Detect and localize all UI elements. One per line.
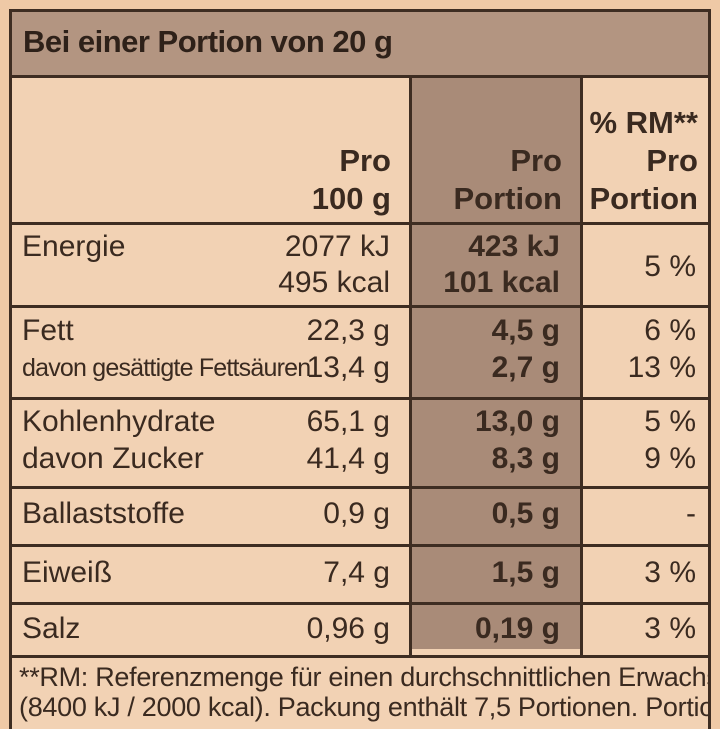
header-per100-line1: Pro [339, 143, 391, 178]
label-energie: Energie [22, 230, 126, 263]
label-zucker: davon Zucker [22, 442, 204, 475]
kohlenhydrate-portion: 13,0 g [474, 405, 560, 438]
label-kohlenhydrate: Kohlenhydrate [22, 405, 216, 438]
fettsaeuren-rm: 13 % [627, 351, 696, 384]
divider-header [12, 222, 708, 225]
footnote-line2: (8400 kJ / 2000 kcal). Packung enthält 7… [19, 692, 711, 722]
header-portion-line2: Portion [453, 181, 563, 216]
header-portion-line1: Pro [510, 143, 562, 178]
fett-per100: 22,3 g [306, 314, 390, 347]
salz-portion: 0,19 g [474, 612, 560, 645]
header-rm-line1: % RM** [589, 105, 698, 140]
energie-portion-kj: 423 kJ [468, 230, 560, 263]
zucker-rm: 9 % [644, 442, 696, 475]
divider-portion-right [580, 75, 583, 655]
eiweiss-portion: 1,5 g [491, 556, 560, 589]
energie-rm: 5 % [644, 250, 696, 283]
eiweiss-per100: 7,4 g [323, 556, 390, 589]
divider-salz [12, 655, 708, 658]
kohlenhydrate-rm: 5 % [644, 405, 696, 438]
ballaststoffe-rm: - [686, 497, 696, 530]
divider-energie [12, 305, 708, 308]
divider-portion-left [409, 75, 412, 655]
nutrition-table: Bei einer Portion von 20 g Pro 100 g Pro… [9, 9, 711, 729]
table-title-bar: Bei einer Portion von 20 g [12, 12, 708, 78]
label-fettsaeuren: davon gesättigte Fettsäuren [22, 354, 311, 382]
energie-per100-kj: 2077 kJ [284, 230, 390, 263]
fett-rm: 6 % [644, 314, 696, 347]
label-ballaststoffe: Ballaststoffe [22, 497, 185, 530]
fett-portion: 4,5 g [491, 314, 560, 347]
footnote: **RM: Referenzmenge für einen durchschni… [19, 662, 711, 722]
kohlenhydrate-per100: 65,1 g [306, 405, 390, 438]
header-per100-line2: 100 g [311, 181, 391, 216]
label-salz: Salz [22, 612, 81, 645]
zucker-per100: 41,4 g [306, 442, 390, 475]
footnote-line1: **RM: Referenzmenge für einen durchschni… [19, 662, 711, 692]
fettsaeuren-portion: 2,7 g [491, 351, 560, 384]
table-title: Bei einer Portion von 20 g [23, 24, 393, 59]
header-rm-line2: Pro [646, 143, 698, 178]
fettsaeuren-per100: 13,4 g [306, 351, 390, 384]
salz-rm: 3 % [644, 612, 696, 645]
divider-fett [12, 397, 708, 400]
energie-portion-kcal: 101 kcal [443, 266, 560, 299]
divider-kohlenhydrate [12, 486, 708, 489]
salz-per100: 0,96 g [306, 612, 390, 645]
eiweiss-rm: 3 % [644, 556, 696, 589]
zucker-portion: 8,3 g [491, 442, 560, 475]
portion-column-shade [412, 75, 583, 649]
ballaststoffe-per100: 0,9 g [323, 497, 390, 530]
energie-per100-kcal: 495 kcal [278, 266, 390, 299]
label-eiweiss: Eiweiß [22, 556, 113, 589]
label-fett: Fett [22, 314, 74, 347]
divider-eiweiss [12, 602, 708, 605]
divider-ballaststoffe [12, 544, 708, 547]
ballaststoffe-portion: 0,5 g [491, 497, 560, 530]
header-rm-line3: Portion [589, 181, 699, 216]
